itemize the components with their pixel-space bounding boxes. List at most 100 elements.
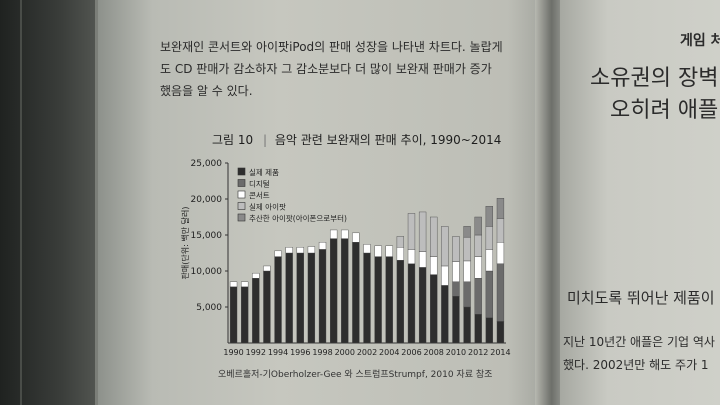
bar-segment	[318, 241, 327, 250]
bar-segment	[452, 236, 460, 262]
legend-swatch	[237, 190, 246, 199]
body-paragraph: 보완재인 콘서트와 아이팟iPod의 판매 성장을 나타낸 차트다. 놀랍게 도…	[160, 36, 520, 102]
legend-label: 콘서트	[249, 191, 270, 200]
y-tick-label: 25,000	[191, 159, 223, 169]
x-tick-label: 2010	[446, 348, 466, 357]
bar-segment	[307, 252, 316, 344]
bar-segment	[496, 263, 505, 322]
legend-swatch	[237, 179, 246, 187]
bar-segment	[474, 313, 482, 344]
figure-label: 그림 10	[212, 133, 254, 147]
paragraph-line: 보완재인 콘서트와 아이팟iPod의 판매 성장을 나타낸 차트다. 놀랍게	[160, 40, 503, 54]
x-tick-label: 1990	[223, 348, 243, 357]
bar-segment	[374, 256, 382, 344]
bar-segment	[485, 249, 493, 272]
bar-segment	[252, 277, 260, 344]
bar-segment	[263, 265, 271, 272]
bar-segment	[485, 226, 493, 250]
bar-segment	[430, 256, 438, 275]
bar-segment	[363, 252, 371, 344]
x-tick-label: 2000	[335, 348, 355, 357]
x-tick-label: 2014	[490, 348, 510, 357]
bar-segment	[274, 256, 282, 344]
right-page-line: 지난 10년간 애플은 기업 역사	[563, 335, 715, 349]
caption-divider: |	[263, 133, 268, 147]
y-tick-label: 15,000	[191, 231, 223, 241]
x-tick-label: 2006	[401, 348, 421, 357]
bar-segment	[441, 285, 449, 344]
bar-segment	[385, 245, 393, 257]
right-page-line: 미치도록 뛰어난 제품이	[567, 289, 715, 307]
y-tick-label: 10,000	[191, 267, 223, 277]
bar-segment	[463, 281, 471, 308]
legend-label: 추산한 아이팟(아이폰으로부터)	[249, 213, 347, 223]
bar-segment	[474, 216, 482, 236]
bar-segment	[329, 238, 338, 344]
bar-segment	[485, 317, 493, 344]
bar-segment	[407, 263, 416, 344]
legend-swatch	[237, 167, 246, 176]
bar-segment	[441, 265, 449, 286]
bar-segment	[496, 321, 505, 344]
bar-segment	[430, 274, 438, 344]
bar-segment	[296, 252, 304, 344]
bar-segment	[485, 206, 493, 227]
y-axis-label: 판매(단위: 백만 달러)	[180, 207, 190, 280]
x-tick-label: 2008	[424, 348, 444, 357]
x-tick-label: 1996	[290, 348, 310, 357]
legend-label: 실제 아이팟	[249, 202, 286, 212]
figure-title: 음악 관련 보완재의 판매 추이, 1990~2014	[274, 133, 502, 147]
bar-segment	[463, 306, 471, 344]
bar-segment	[307, 246, 316, 254]
bar-segment	[396, 236, 405, 248]
bar-segment	[474, 256, 482, 279]
right-page-line: 했다. 2002년만 해도 주가 1	[563, 358, 709, 372]
bar-segment	[430, 216, 438, 257]
x-tick-label: 2002	[357, 348, 377, 357]
bar-segment	[452, 281, 460, 297]
bar-segment	[274, 250, 282, 257]
bar-segment	[452, 261, 460, 282]
x-tick-label: 1998	[312, 348, 332, 357]
background-left	[0, 0, 110, 405]
bar-segment	[363, 244, 371, 254]
bar-segment	[407, 249, 416, 265]
bar-segment	[396, 247, 405, 261]
bar-segment	[329, 229, 338, 239]
bar-segment	[241, 281, 249, 288]
bar-chart: 5,000 10,000 15,000 20,000 25,000 판매(단위: 백만 달…	[180, 159, 511, 357]
bar-segment	[229, 286, 238, 344]
bar-segment	[418, 251, 427, 268]
bar-segment	[241, 286, 249, 344]
x-tick-label: 2004	[379, 348, 399, 357]
bar-segment	[318, 249, 327, 344]
y-tick-label: 20,000	[191, 195, 223, 205]
figure-source: 오베르홀저-기Oberholzer-Gee 와 스트럼프Strumpf, 201…	[218, 370, 493, 380]
bar-segment	[485, 270, 493, 318]
right-page-line: 소유권의 장벽	[590, 66, 719, 91]
x-tick-label: 2012	[468, 348, 488, 357]
bar-segment	[418, 211, 427, 252]
legend-swatch	[237, 213, 246, 222]
right-page-line: 오히려 애플	[610, 98, 719, 123]
bar-segment	[252, 272, 260, 279]
bar-segment	[407, 213, 416, 250]
bar-segment	[385, 256, 393, 344]
bar-segment	[229, 281, 238, 288]
bar-segment	[296, 247, 304, 254]
paragraph-line: 도 CD 판매가 감소하자 그 감소분보다 더 많이 보완재 판매가 증가	[160, 62, 492, 76]
legend-label: 실제 제품	[249, 167, 279, 177]
bar-segment	[352, 232, 360, 243]
bar-segment	[341, 229, 349, 239]
bar-segment	[341, 238, 349, 344]
bar-segment	[463, 260, 471, 282]
bar-segment	[441, 226, 449, 267]
bar-segment	[418, 267, 427, 344]
right-page-line: 게임 처	[680, 33, 720, 49]
legend-swatch	[237, 202, 246, 210]
bar-segment	[396, 259, 405, 344]
bar-segment	[496, 198, 505, 219]
bar-segment	[463, 226, 471, 238]
paragraph-line: 했음을 알 수 있다.	[160, 84, 253, 98]
bar-segment	[452, 295, 460, 344]
